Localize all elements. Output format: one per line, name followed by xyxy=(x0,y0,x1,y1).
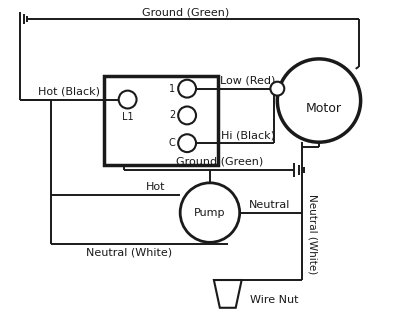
Text: Neutral (White): Neutral (White) xyxy=(307,194,317,275)
Text: C: C xyxy=(168,138,175,148)
Text: Ground (Green): Ground (Green) xyxy=(142,7,229,17)
Bar xyxy=(104,76,218,165)
Text: Motor: Motor xyxy=(306,102,342,115)
Circle shape xyxy=(178,134,196,152)
Text: Hi (Black): Hi (Black) xyxy=(220,130,274,140)
Text: Hot: Hot xyxy=(146,182,165,192)
Text: Neutral (White): Neutral (White) xyxy=(86,247,172,257)
Text: 1: 1 xyxy=(169,84,175,93)
Text: Neutral: Neutral xyxy=(249,200,290,210)
Circle shape xyxy=(178,80,196,97)
Text: L1: L1 xyxy=(122,113,134,122)
Circle shape xyxy=(178,107,196,124)
Polygon shape xyxy=(214,280,242,308)
Text: Hot (Black): Hot (Black) xyxy=(38,87,100,96)
Circle shape xyxy=(270,82,284,95)
Circle shape xyxy=(180,183,240,242)
Text: Wire Nut: Wire Nut xyxy=(250,295,298,305)
Circle shape xyxy=(119,91,136,109)
Text: 2: 2 xyxy=(169,111,175,120)
Text: Ground (Green): Ground (Green) xyxy=(176,157,264,167)
Circle shape xyxy=(277,59,361,142)
Text: Pump: Pump xyxy=(194,208,226,217)
Text: Low (Red): Low (Red) xyxy=(220,76,275,86)
